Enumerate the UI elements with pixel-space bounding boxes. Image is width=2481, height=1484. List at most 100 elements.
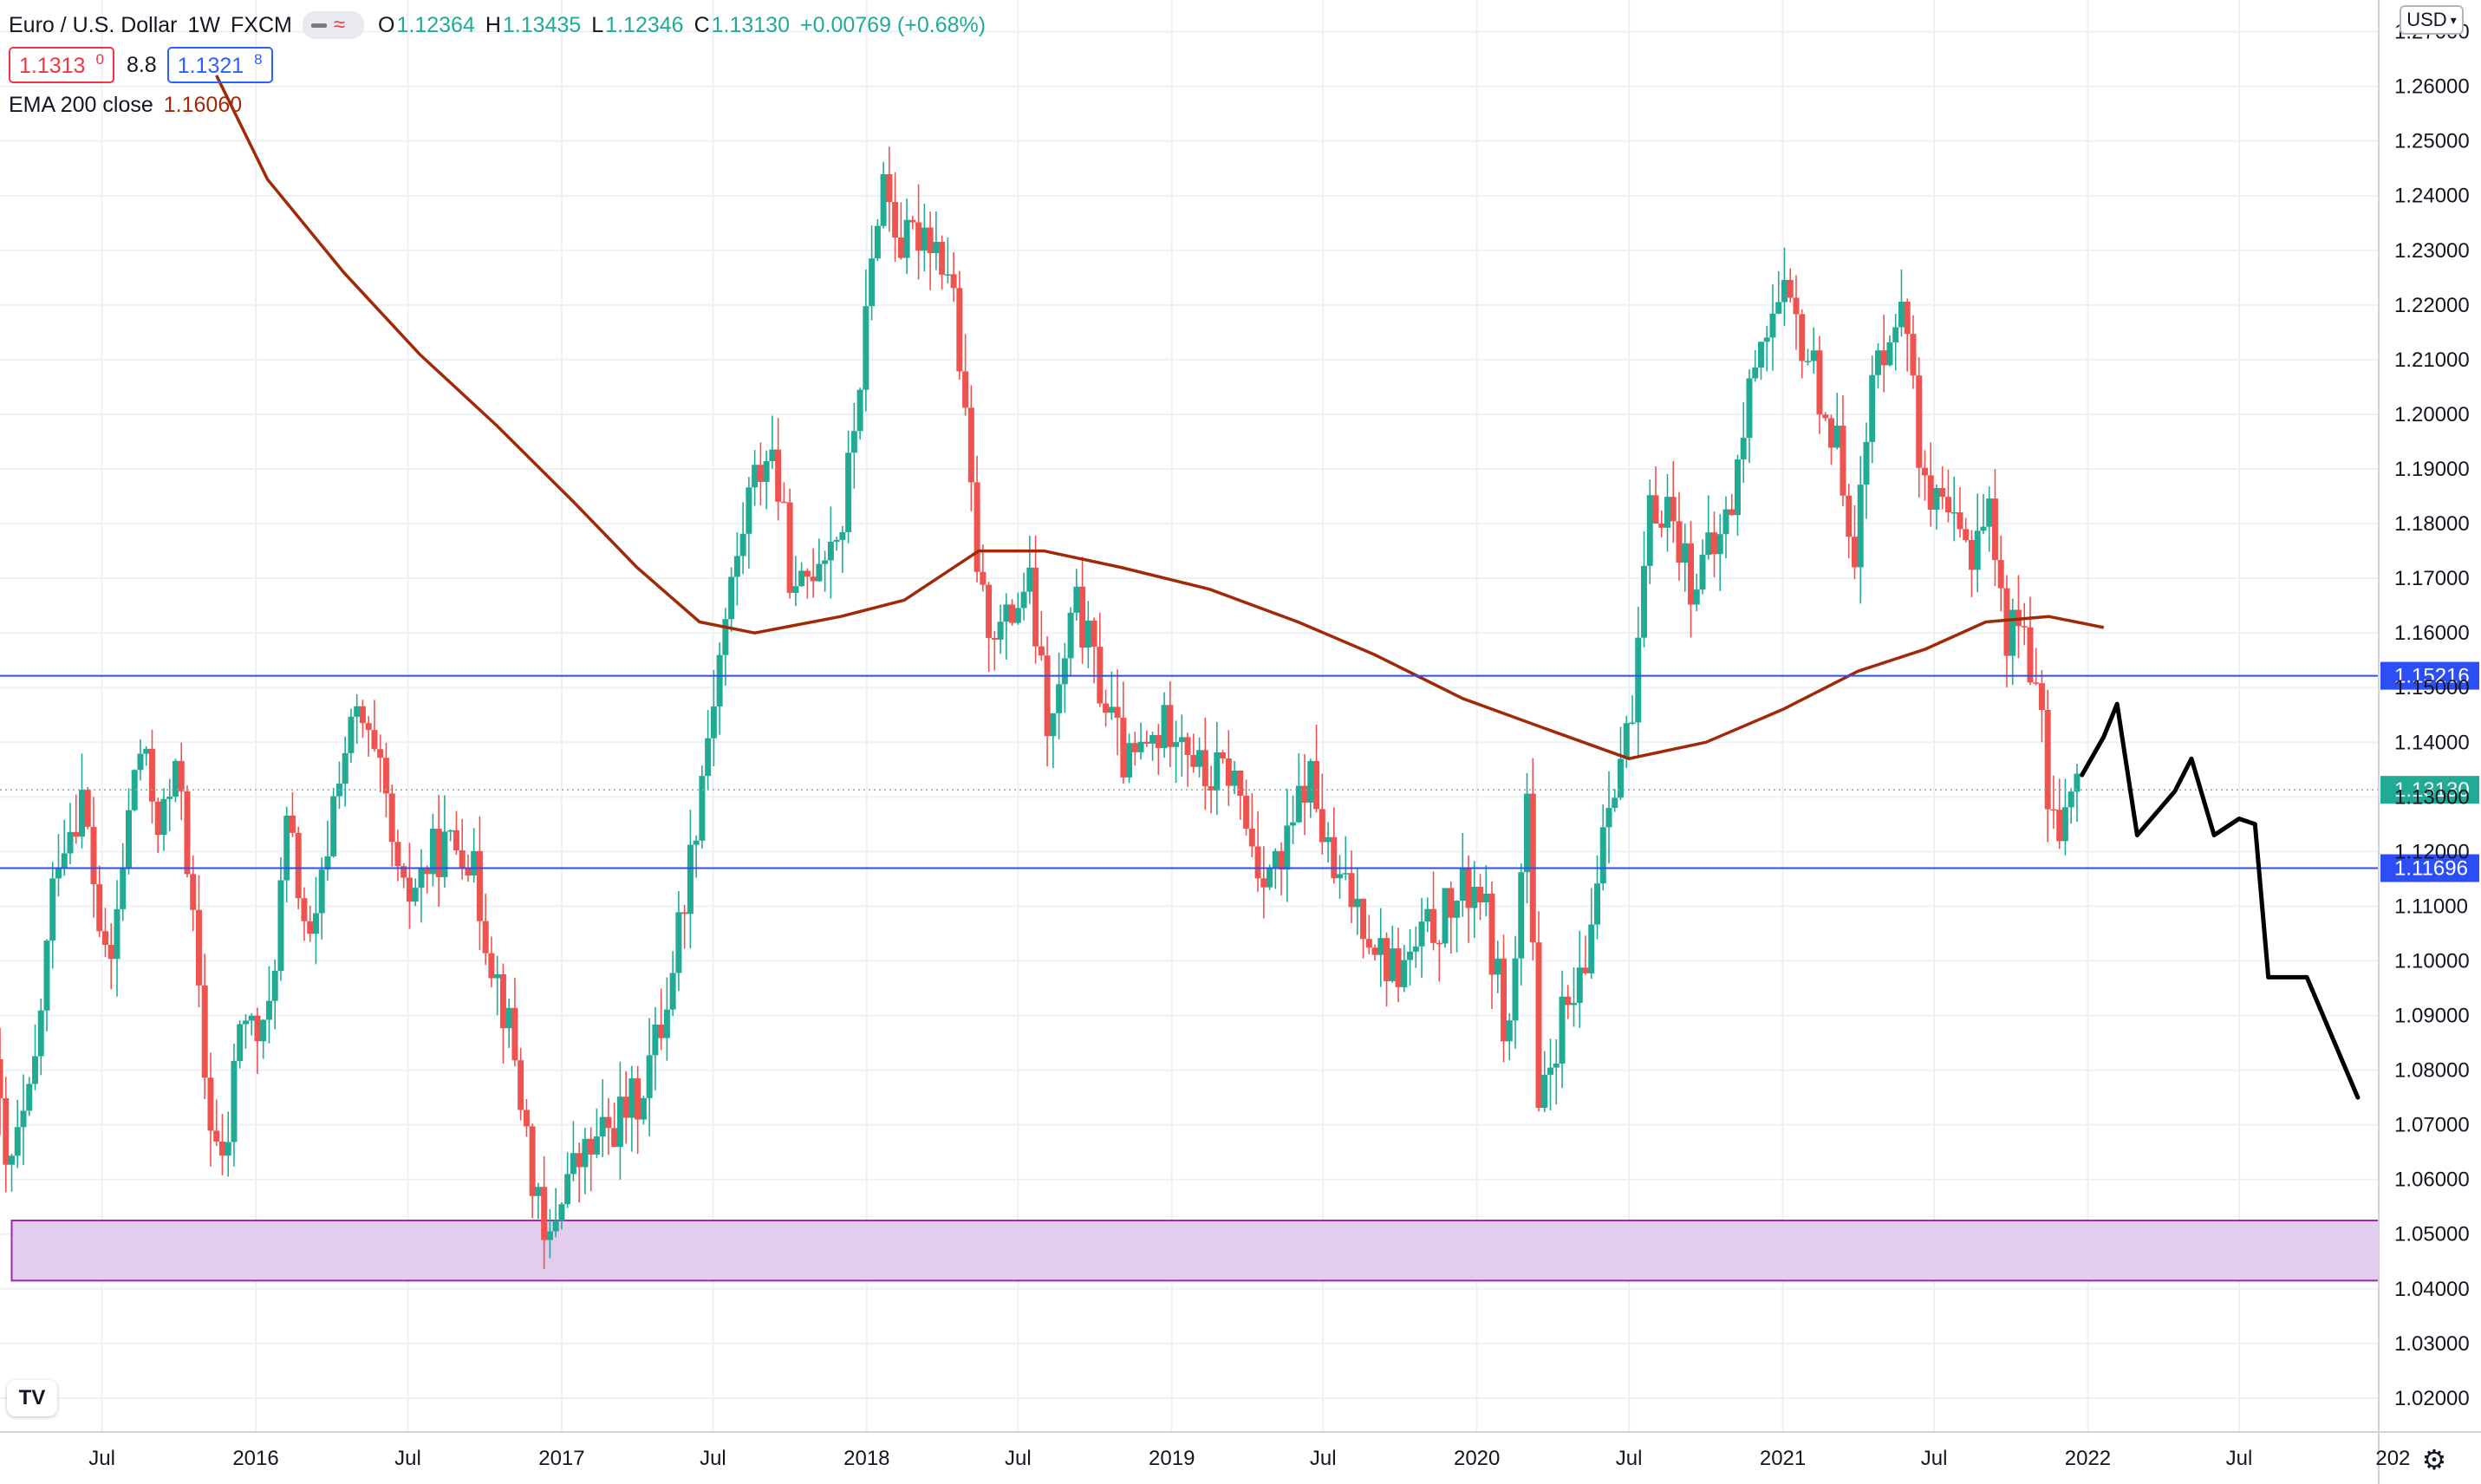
tradingview-logo[interactable]: TV [7, 1380, 57, 1416]
price-tick-label: 1.23000 [2394, 239, 2470, 263]
price-tick-label: 1.19000 [2394, 458, 2470, 481]
candle-body [1448, 888, 1455, 918]
candle-body [441, 831, 448, 877]
candle-body [1787, 279, 1794, 298]
candle-body [1003, 604, 1010, 622]
candle-body [1237, 770, 1244, 797]
candle-body [1436, 942, 1442, 945]
candle-body [1459, 869, 1466, 901]
hide-icon [310, 23, 327, 28]
candle-body [505, 1007, 512, 1029]
candle-body [1559, 996, 1566, 1064]
candle-body [739, 533, 746, 556]
candle-body [1424, 908, 1431, 922]
candle-body [1395, 948, 1402, 987]
candle-body [558, 1204, 565, 1221]
candle-body [1757, 342, 1764, 368]
candle-body [933, 242, 940, 254]
buy-button[interactable]: 1.1321 8 [166, 47, 273, 83]
indicator-value: 1.16060 [163, 92, 243, 117]
candle-body [1506, 1020, 1513, 1042]
candle-body [980, 571, 987, 585]
price-tick-label: 1.16000 [2394, 622, 2470, 645]
candle-body [154, 801, 161, 836]
candle-body [1571, 1003, 1578, 1006]
candle-body [956, 288, 963, 372]
gear-icon[interactable]: ⚙ [2421, 1444, 2447, 1475]
candle-body [1605, 808, 1612, 828]
candle-body [856, 389, 863, 432]
candle-body [722, 619, 729, 655]
candle-body [986, 584, 993, 638]
candle-body [863, 306, 869, 390]
time-tick-label: Jul [2226, 1447, 2253, 1470]
candle-body [1658, 523, 1665, 528]
time-tick-label: Jul [394, 1447, 421, 1470]
price-tick-label: 1.26000 [2394, 75, 2470, 99]
candle-body [950, 274, 957, 289]
price-tick-label: 1.05000 [2394, 1223, 2470, 1246]
candle-body [1201, 750, 1208, 787]
last-price-tag-text: 1.13130 [2394, 778, 2470, 802]
candle-body [1968, 539, 1975, 570]
candle-body [190, 874, 197, 910]
candle-body [599, 1116, 606, 1137]
symbol-name[interactable]: Euro / U.S. Dollar [9, 12, 178, 37]
candle-body [1553, 1063, 1560, 1068]
indicator-row[interactable]: EMA 200 close 1.16060 [9, 85, 996, 125]
candle-body [1547, 1067, 1554, 1075]
price-tick-label: 1.10000 [2394, 949, 2470, 973]
candle-body [453, 830, 459, 850]
sell-button[interactable]: 1.1313 0 [9, 47, 114, 83]
candle-body [699, 776, 706, 841]
candle-body [1108, 706, 1115, 713]
currency-selector[interactable]: USD ▾ [2400, 5, 2464, 35]
candle-body [354, 706, 361, 717]
candle-body [1056, 684, 1063, 713]
candle-body [1342, 873, 1349, 875]
candle-body [424, 868, 431, 875]
candle-body [570, 1153, 576, 1175]
candle-body [658, 1024, 665, 1038]
candle-body [693, 840, 700, 845]
candle-body [775, 449, 782, 502]
candle-body [1629, 722, 1636, 724]
candle-body [1272, 850, 1279, 868]
candle-body [769, 449, 776, 461]
candle-body [622, 1097, 629, 1118]
candle-body [880, 173, 887, 226]
candle-body [1535, 942, 1542, 1109]
interval[interactable]: 1W [187, 12, 221, 37]
candle-body [218, 1141, 225, 1156]
change-value: +0.00769 (+0.68%) [800, 12, 987, 37]
candle-body [1963, 529, 1970, 540]
candle-body [1454, 901, 1461, 918]
candle-body [8, 1155, 15, 1165]
candle-body [1014, 608, 1021, 623]
candle-body [2044, 709, 2051, 810]
price-tick-label: 1.09000 [2394, 1005, 2470, 1028]
candle-body [1220, 752, 1227, 758]
candle-body [1588, 924, 1595, 973]
candle-body [1407, 951, 1414, 960]
candle-body [1290, 822, 1297, 826]
price-axis[interactable]: 1.270001.260001.250001.240001.230001.220… [2378, 0, 2470, 1484]
series-visibility-toggle[interactable]: ≈ [302, 11, 365, 39]
candle-body [2009, 609, 2016, 656]
candle-body [1131, 743, 1138, 752]
candle-body [1804, 361, 1811, 362]
time-tick-label: 2018 [843, 1447, 889, 1470]
candle-body [1846, 495, 1853, 537]
candle-body [96, 884, 103, 932]
indicator-label: EMA 200 close [9, 92, 153, 117]
price-tick-label: 1.12000 [2394, 840, 2470, 863]
candle-body [2074, 773, 2081, 792]
candle-body [277, 880, 284, 972]
time-tick-label: Jul [1310, 1447, 1337, 1470]
candle-body [471, 850, 478, 875]
candle-body [1365, 939, 1372, 948]
candle-body [1693, 589, 1700, 605]
time-axis[interactable]: Jul 2016 Jul 2017 Jul 2018 Jul 2019 Jul 2020 Jul 20… [0, 1431, 2481, 1470]
